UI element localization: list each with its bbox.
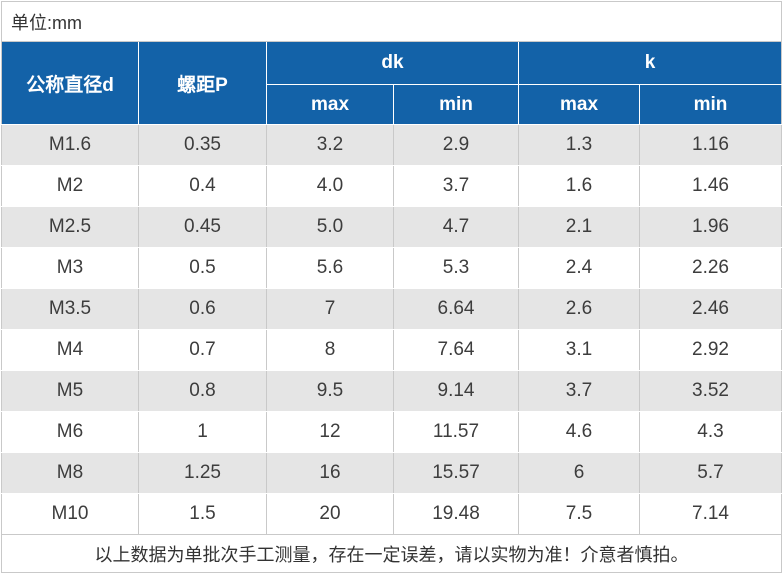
cell-k-max: 2.1 — [518, 206, 640, 248]
cell-diameter: M5 — [1, 370, 139, 412]
cell-k-min: 4.3 — [639, 411, 782, 453]
footer-note: 以上数据为单批次手工测量，存在一定误差，请以实物为准！介意者慎拍。 — [1, 534, 782, 573]
header-row-minmax: max min max min — [2, 84, 782, 125]
cell-k-max: 7.5 — [518, 493, 640, 535]
cell-pitch: 1.25 — [138, 452, 267, 494]
cell-k-max: 2.6 — [518, 288, 640, 330]
cell-diameter: M2 — [1, 165, 139, 207]
caption-row: 单位:mm — [1, 1, 782, 42]
cell-pitch: 0.7 — [138, 329, 267, 371]
cell-diameter: M1.6 — [1, 124, 139, 166]
cell-dk-min: 6.64 — [393, 288, 519, 330]
cell-k-min: 2.46 — [639, 288, 782, 330]
cell-diameter: M2.5 — [1, 206, 139, 248]
header-diameter: 公称直径d — [1, 41, 139, 125]
table-row: M5 0.8 9.5 9.14 3.7 3.52 — [1, 370, 782, 412]
cell-dk-max: 7 — [266, 288, 394, 330]
cell-k-min: 1.96 — [639, 206, 782, 248]
table-row: M3.5 0.6 7 6.64 2.6 2.46 — [1, 288, 782, 330]
cell-diameter: M3 — [1, 247, 139, 289]
cell-diameter: M6 — [1, 411, 139, 453]
cell-dk-max: 5.6 — [266, 247, 394, 289]
cell-k-min: 2.26 — [639, 247, 782, 289]
cell-dk-min: 11.57 — [393, 411, 519, 453]
cell-dk-min: 7.64 — [393, 329, 519, 371]
header-dk-max: max — [266, 84, 394, 125]
cell-k-max: 1.6 — [518, 165, 640, 207]
table-row: M10 1.5 20 19.48 7.5 7.14 — [1, 493, 782, 535]
cell-k-min: 2.92 — [639, 329, 782, 371]
cell-k-min: 5.7 — [639, 452, 782, 494]
cell-dk-min: 5.3 — [393, 247, 519, 289]
table-row: M1.6 0.35 3.2 2.9 1.3 1.16 — [1, 124, 782, 166]
cell-dk-max: 9.5 — [266, 370, 394, 412]
header-k-max: max — [518, 84, 640, 125]
cell-dk-max: 16 — [266, 452, 394, 494]
cell-dk-min: 15.57 — [393, 452, 519, 494]
cell-k-max: 2.4 — [518, 247, 640, 289]
cell-pitch: 0.8 — [138, 370, 267, 412]
table-row: M2 0.4 4.0 3.7 1.6 1.46 — [1, 165, 782, 207]
cell-k-max: 4.6 — [518, 411, 640, 453]
cell-k-min: 3.52 — [639, 370, 782, 412]
cell-dk-max: 5.0 — [266, 206, 394, 248]
header-row-groups: 公称直径d 螺距P dk k — [1, 41, 782, 125]
cell-diameter: M3.5 — [1, 288, 139, 330]
cell-pitch: 0.45 — [138, 206, 267, 248]
cell-diameter: M10 — [1, 493, 139, 535]
cell-dk-max: 12 — [266, 411, 394, 453]
table-row: M4 0.7 8 7.64 3.1 2.92 — [1, 329, 782, 371]
header-group-k: k — [518, 41, 782, 85]
cell-pitch: 1.5 — [138, 493, 267, 535]
cell-k-max: 1.3 — [518, 124, 640, 166]
table-row: M8 1.25 16 15.57 6 5.7 — [1, 452, 782, 494]
cell-k-min: 1.46 — [639, 165, 782, 207]
cell-k-min: 1.16 — [639, 124, 782, 166]
header-group-dk: dk — [266, 41, 519, 85]
header-pitch: 螺距P — [138, 41, 267, 125]
cell-dk-max: 8 — [266, 329, 394, 371]
cell-dk-min: 2.9 — [393, 124, 519, 166]
cell-dk-min: 9.14 — [393, 370, 519, 412]
cell-pitch: 0.6 — [138, 288, 267, 330]
header-dk-min: min — [393, 84, 519, 125]
table-row: M6 1 12 11.57 4.6 4.3 — [1, 411, 782, 453]
cell-k-min: 7.14 — [639, 493, 782, 535]
unit-label: 单位:mm — [1, 1, 782, 42]
cell-k-max: 6 — [518, 452, 640, 494]
cell-k-max: 3.7 — [518, 370, 640, 412]
cell-dk-min: 3.7 — [393, 165, 519, 207]
cell-dk-max: 4.0 — [266, 165, 394, 207]
cell-dk-min: 19.48 — [393, 493, 519, 535]
cell-diameter: M4 — [1, 329, 139, 371]
cell-k-max: 3.1 — [518, 329, 640, 371]
cell-pitch: 0.35 — [138, 124, 267, 166]
cell-dk-max: 3.2 — [266, 124, 394, 166]
footer-row: 以上数据为单批次手工测量，存在一定误差，请以实物为准！介意者慎拍。 — [1, 534, 782, 573]
cell-dk-min: 4.7 — [393, 206, 519, 248]
table-row: M3 0.5 5.6 5.3 2.4 2.26 — [1, 247, 782, 289]
cell-dk-max: 20 — [266, 493, 394, 535]
cell-pitch: 0.5 — [138, 247, 267, 289]
header-k-min: min — [639, 84, 782, 125]
cell-pitch: 0.4 — [138, 165, 267, 207]
cell-diameter: M8 — [1, 452, 139, 494]
cell-pitch: 1 — [138, 411, 267, 453]
table-row: M2.5 0.45 5.0 4.7 2.1 1.96 — [1, 206, 782, 248]
